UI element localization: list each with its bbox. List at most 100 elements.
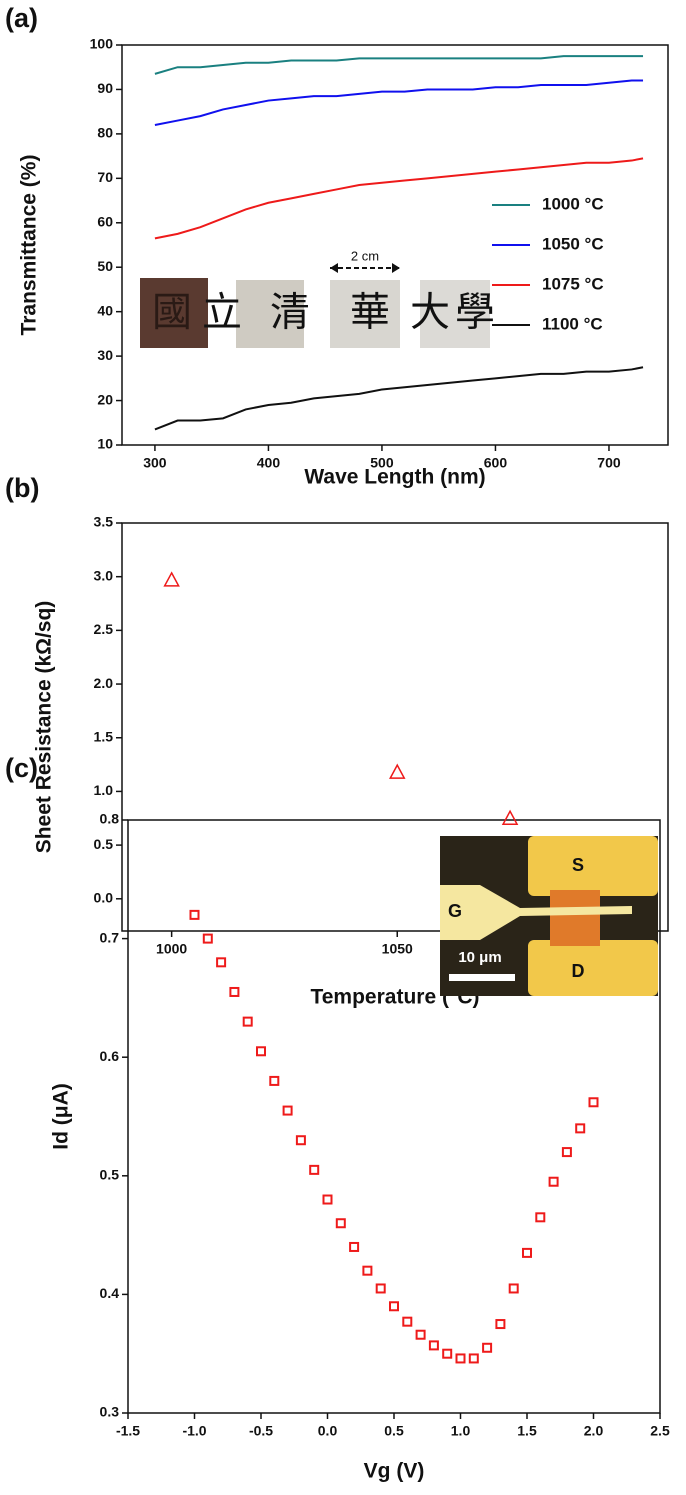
data-point — [349, 1241, 360, 1252]
y-tick-label: 2.0 — [94, 675, 114, 691]
series-line — [154, 366, 644, 431]
y-tick-label: 0.5 — [100, 1167, 120, 1183]
x-tick-label: -1.5 — [116, 1423, 140, 1439]
x-tick-label: 1050 — [382, 941, 413, 957]
y-axis-title: Sheet Resistance (kΩ/sq) — [33, 601, 56, 854]
data-point — [163, 571, 180, 587]
x-tick-label: 500 — [370, 455, 394, 471]
data-point — [428, 1340, 439, 1351]
y-tick-label: 50 — [97, 258, 113, 274]
character: 立 — [202, 291, 242, 335]
data-point — [522, 1247, 532, 1258]
data-point — [535, 1212, 546, 1223]
scale-bar — [449, 974, 515, 981]
character: 國 — [152, 291, 192, 335]
panel-label: (a) — [5, 3, 38, 33]
panel: 10 20 30 40 50 60 70 80 90 100 300 400 500 600 700 (a) W… — [5, 3, 669, 489]
data-point — [256, 1046, 266, 1057]
data-point — [282, 1105, 293, 1116]
legend-label: 1000 °C — [542, 194, 604, 213]
y-tick-label: 60 — [97, 213, 113, 229]
y-tick-label: 40 — [97, 302, 113, 318]
x-tick-label: -0.5 — [249, 1423, 273, 1439]
y-axis-title: Transmittance (%) — [18, 155, 41, 336]
data-point — [501, 809, 519, 826]
y-tick-label: 10 — [97, 436, 113, 452]
data-point — [468, 1353, 479, 1364]
y-tick-label: 0.3 — [100, 1404, 120, 1420]
sample — [330, 280, 400, 348]
data-point — [295, 1135, 306, 1146]
data-point — [216, 957, 227, 968]
data-point — [561, 1147, 572, 1158]
x-tick-label: 600 — [484, 455, 508, 471]
data-point — [548, 1176, 559, 1187]
plot-frame — [121, 522, 669, 932]
data-point — [442, 1348, 453, 1359]
source-label: S — [572, 855, 584, 875]
panel: 0.3 0.4 0.5 0.6 0.7 0.8 -1.5 -1.0 -0.5 0.0 0.5 1.0 1… — [5, 753, 670, 1482]
y-tick-label: 70 — [97, 169, 113, 185]
x-tick-label: 1.0 — [451, 1423, 471, 1439]
legend-label: 1050 °C — [542, 234, 604, 253]
arrow-heads — [330, 263, 400, 273]
legend-label: 1075 °C — [542, 274, 604, 293]
character: 學 — [455, 291, 495, 335]
x-tick-label: 300 — [143, 455, 167, 471]
data-point — [322, 1194, 333, 1205]
y-axis-title: Id (μA) — [50, 1083, 73, 1150]
sample-photo: 2 cm 國 立 清 華 大 學 — [140, 248, 495, 348]
x-axis-title: Vg (V) — [364, 1460, 425, 1483]
y-tick-label: 2.5 — [94, 621, 114, 637]
sample-dark — [140, 278, 208, 348]
y-tick-label: 1.5 — [94, 728, 114, 744]
device-photo: S G D 10 μm — [440, 836, 658, 996]
series-line — [154, 55, 644, 75]
y-tick-label: 3.0 — [94, 567, 114, 583]
y-tick-label: 20 — [97, 391, 113, 407]
character: 清 — [270, 291, 310, 335]
series-line — [154, 79, 644, 126]
data-point — [269, 1075, 280, 1086]
series-line — [154, 157, 644, 240]
data-point — [402, 1316, 413, 1327]
x-tick-label: 1.5 — [517, 1423, 537, 1439]
data-point — [575, 1123, 586, 1134]
gate-label: G — [448, 901, 462, 921]
y-tick-label: 80 — [97, 125, 113, 141]
data-point — [389, 1301, 399, 1312]
x-tick-label: 1000 — [156, 941, 187, 957]
data-point — [375, 1283, 386, 1294]
x-tick-label: 0.5 — [384, 1423, 404, 1439]
data-point — [309, 1164, 320, 1175]
x-tick-label: 2.5 — [650, 1423, 670, 1439]
data-point — [495, 1319, 506, 1330]
scale-label: 10 μm — [458, 949, 501, 966]
data-point — [508, 1283, 519, 1294]
data-point — [415, 1329, 426, 1340]
y-tick-label: 90 — [97, 80, 113, 96]
x-tick-label: 0.0 — [318, 1423, 338, 1439]
x-tick-label: 400 — [257, 455, 281, 471]
x-tick-label: 700 — [597, 455, 621, 471]
drain-label: D — [572, 961, 585, 981]
data-point — [389, 763, 406, 779]
data-point — [362, 1265, 373, 1276]
gate-electrode — [440, 885, 632, 940]
source-pad — [528, 836, 658, 896]
y-tick-label: 1.0 — [94, 782, 114, 798]
data-point — [242, 1016, 253, 1027]
channel — [550, 890, 600, 946]
character: 華 — [350, 291, 390, 335]
y-tick-label: 30 — [97, 347, 113, 363]
sample — [420, 280, 490, 348]
y-tick-label: 0.4 — [100, 1285, 120, 1301]
x-axis-title: Temperature (°C) — [310, 986, 479, 1009]
character: 大 — [410, 291, 450, 335]
y-tick-label: 100 — [90, 36, 114, 52]
legend-label: 1100 °C — [542, 314, 603, 333]
x-axis-title: Wave Length (nm) — [304, 466, 485, 489]
y-tick-label: 0.5 — [94, 836, 114, 852]
x-tick-label: -1.0 — [182, 1423, 206, 1439]
